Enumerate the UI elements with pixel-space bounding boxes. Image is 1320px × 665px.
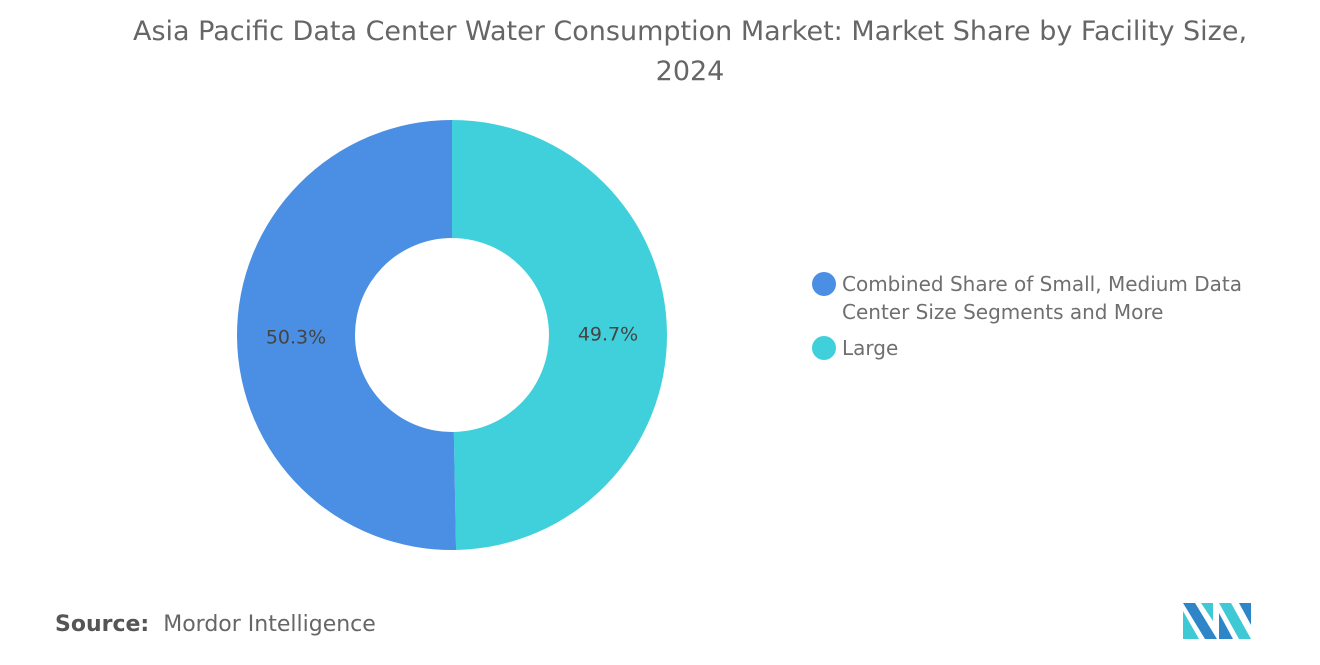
legend-swatch [812,272,836,296]
source-note: Source: Mordor Intelligence [55,612,376,637]
legend-item-combined: Combined Share of Small, Medium Data Cen… [812,270,1252,326]
legend-item-large: Large [812,334,1252,362]
legend-label: Large [842,336,899,360]
data-label: 49.7% [578,324,638,346]
source-label: Source: [55,612,150,637]
legend-swatch [812,336,836,360]
source-text: Mordor Intelligence [163,612,376,637]
data-label: 50.3% [266,326,326,348]
donut-slice [452,120,667,550]
donut-slice [236,120,457,550]
mordor-logo [1183,603,1251,639]
legend: Combined Share of Small, Medium Data Cen… [812,270,1252,370]
chart-title: Asia Pacific Data Center Water Consumpti… [132,16,1248,87]
legend-label: Combined Share of Small, Medium Data Cen… [842,272,1243,324]
